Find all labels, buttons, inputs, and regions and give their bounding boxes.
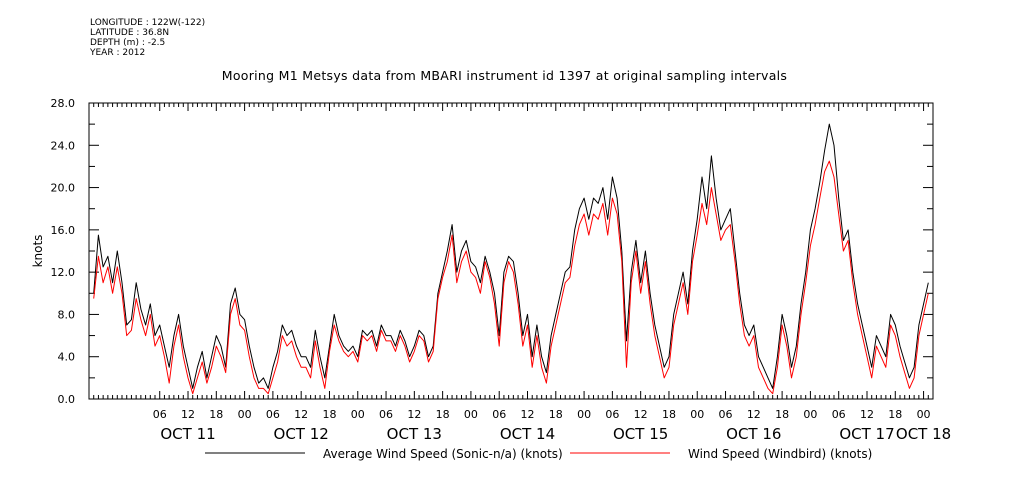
x-tick-label: 00 [803, 408, 817, 421]
x-tick-label: 12 [294, 408, 308, 421]
x-tick-label: 18 [549, 408, 563, 421]
x-tick-label: 06 [266, 408, 280, 421]
x-tick-label: 12 [181, 408, 195, 421]
series-line-sonic [93, 123, 929, 389]
chart-title: Mooring M1 Metsys data from MBARI instru… [221, 68, 788, 83]
legend-label-sonic: Average Wind Speed (Sonic-n/a) (knots) [323, 447, 563, 461]
plot-frame [88, 102, 934, 400]
x-tick-label: 18 [775, 408, 789, 421]
x-tick-label: 18 [436, 408, 450, 421]
x-day-label: OCT 18 [896, 425, 951, 443]
metadata-block: LONGITUDE : 122W(-122) LATITUDE : 36.8N … [90, 18, 205, 58]
x-tick-label: 18 [888, 408, 902, 421]
legend: Average Wind Speed (Sonic-n/a) (knots) W… [205, 447, 872, 461]
y-tick-label: 28.0 [51, 97, 76, 110]
x-tick-label: 12 [634, 408, 648, 421]
x-tick-label: 06 [605, 408, 619, 421]
x-day-label: OCT 12 [274, 425, 329, 443]
x-day-label: OCT 13 [387, 425, 442, 443]
y-tick-label: 8.0 [58, 308, 76, 321]
x-day-label: OCT 11 [160, 425, 215, 443]
series-line-windbird [93, 160, 929, 395]
x-day-label: OCT 14 [500, 425, 555, 443]
y-tick-label: 16.0 [51, 224, 76, 237]
x-day-label: OCT 16 [726, 425, 781, 443]
y-tick-label: 20.0 [51, 182, 76, 195]
longitude-label: LONGITUDE : 122W(-122) [90, 18, 206, 28]
year-label: YEAR : 2012 [90, 48, 146, 58]
x-tick-label: 06 [492, 408, 506, 421]
x-tick-label: 06 [379, 408, 393, 421]
x-tick-label: 18 [662, 408, 676, 421]
x-tick-label: 00 [690, 408, 704, 421]
x-tick-label: 18 [322, 408, 336, 421]
x-tick-label: 00 [238, 408, 252, 421]
latitude-label: LATITUDE : 36.8N [90, 28, 170, 38]
y-tick-label: 4.0 [58, 351, 76, 364]
x-tick-label: 00 [577, 408, 591, 421]
y-tick-label: 12.0 [51, 266, 76, 279]
x-tick-label: 00 [464, 408, 478, 421]
y-tick-label: 0.0 [58, 393, 76, 406]
x-tick-label: 06 [719, 408, 733, 421]
x-tick-label: 12 [521, 408, 535, 421]
x-tick-label: 18 [209, 408, 223, 421]
x-day-label: OCT 15 [613, 425, 668, 443]
x-day-label: OCT 17 [839, 425, 894, 443]
legend-label-windbird: Wind Speed (Windbird) (knots) [688, 447, 872, 461]
x-tick-label: 12 [747, 408, 761, 421]
x-tick-label: 12 [407, 408, 421, 421]
x-tick-label: 12 [860, 408, 874, 421]
y-tick-label: 24.0 [51, 139, 76, 152]
y-axis-label: knots [31, 235, 45, 268]
x-tick-label: 00 [351, 408, 365, 421]
x-tick-label: 00 [917, 408, 931, 421]
x-tick-label: 06 [153, 408, 167, 421]
x-tick-label: 06 [832, 408, 846, 421]
depth-label: DEPTH (m) : -2.5 [90, 38, 166, 48]
